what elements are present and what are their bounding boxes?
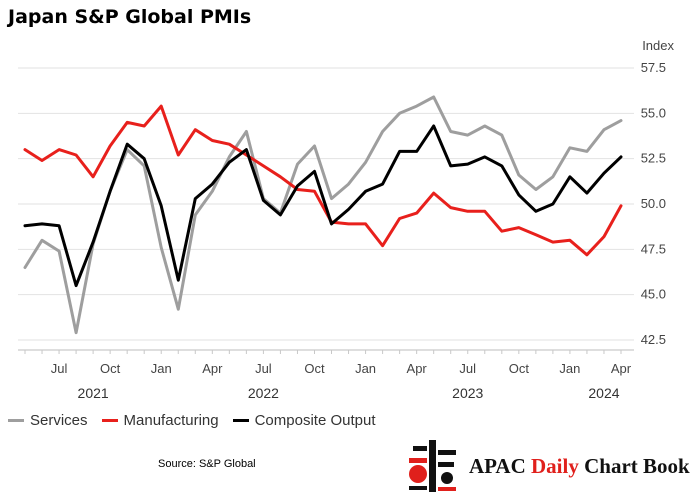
brand-part-3: Chart Book: [578, 453, 690, 478]
x-year-label: 2021: [78, 385, 109, 401]
legend-swatch: [232, 419, 249, 422]
series-line-manufacturing: [23, 104, 623, 257]
x-tick-label: Jul: [255, 361, 272, 376]
x-tick-label: Jan: [151, 361, 172, 376]
x-tick-label: Apr: [407, 361, 428, 376]
brand-part-1: APAC: [469, 453, 532, 478]
x-tick-label: Jan: [355, 361, 376, 376]
brand-mark-icon: [409, 440, 456, 492]
y-tick-label: 47.5: [641, 241, 666, 256]
x-year-label: 2022: [248, 385, 279, 401]
source-note: Source: S&P Global: [158, 458, 256, 470]
y-tick-label: 57.5: [641, 60, 666, 75]
x-tick-label: Oct: [304, 361, 325, 376]
x-tick-label: Apr: [611, 361, 632, 376]
series-line-composite-output: [23, 124, 623, 288]
legend-label: Services: [30, 412, 88, 429]
legend-item: Services: [8, 412, 88, 429]
y-axis-label: Index: [642, 38, 674, 53]
x-tick-label: Apr: [202, 361, 223, 376]
series-lines: [23, 95, 623, 335]
y-tick-label: 55.0: [641, 105, 666, 120]
legend-item: Composite Output: [232, 412, 376, 429]
legend-swatch: [8, 419, 24, 422]
series-line-services: [23, 95, 623, 335]
x-tick-label: Jul: [51, 361, 68, 376]
brand-name: APAC Daily Chart Book: [469, 454, 690, 479]
x-tick-label: Jan: [559, 361, 580, 376]
legend-item: Manufacturing: [101, 412, 219, 429]
x-tick-label: Oct: [509, 361, 530, 376]
legend-label: Composite Output: [254, 412, 376, 429]
brand-part-2: Daily: [531, 453, 579, 478]
y-tick-label: 52.5: [641, 151, 666, 166]
legend-swatch: [101, 419, 118, 422]
legend: Services Manufacturing Composite Output: [8, 412, 376, 429]
axes: [18, 349, 634, 354]
tick-labels: 57.5 55.0 52.5 50.0 47.5 45.0 42.5 Index Jul Oct J…: [51, 38, 675, 401]
legend-label: Manufacturing: [123, 412, 219, 429]
y-tick-label: 42.5: [641, 332, 666, 347]
x-year-label: 2023: [452, 385, 483, 401]
chart-plot: 57.5 55.0 52.5 50.0 47.5 45.0 42.5 Index Jul Oct J…: [18, 38, 675, 401]
y-tick-label: 50.0: [641, 196, 666, 211]
chart-title: Japan S&P Global PMIs: [8, 6, 252, 28]
y-tick-label: 45.0: [641, 287, 666, 302]
x-tick-label: Oct: [100, 361, 121, 376]
x-year-label: 2024: [588, 385, 619, 401]
x-tick-label: Jul: [459, 361, 476, 376]
brand-logo: APAC Daily Chart Book: [405, 438, 695, 494]
